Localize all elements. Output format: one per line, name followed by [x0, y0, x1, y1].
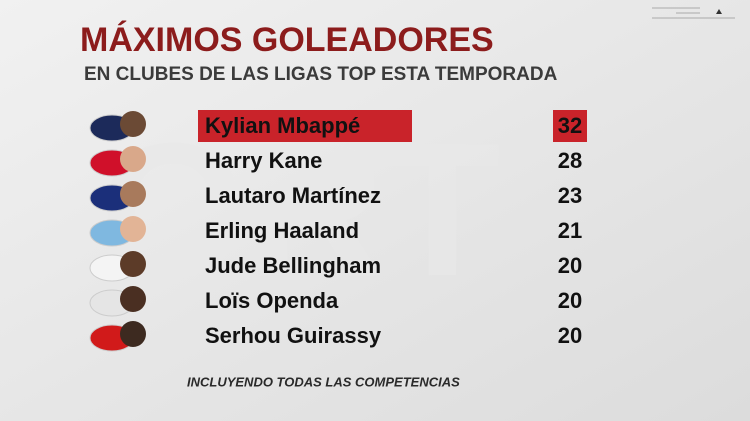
player-photo — [120, 216, 146, 242]
player-name: Lautaro Martínez — [205, 183, 381, 208]
player-name: Erling Haaland — [205, 218, 359, 243]
goals: 32 — [558, 113, 582, 138]
highlight-goals — [553, 110, 587, 142]
player-photo — [120, 111, 146, 137]
goals: 21 — [558, 218, 582, 243]
goals: 20 — [558, 323, 582, 348]
player-photo — [120, 181, 146, 207]
goals: 28 — [558, 148, 582, 173]
player-name: Kylian Mbappé — [205, 113, 360, 138]
player-name: Loïs Openda — [205, 288, 339, 313]
player-photo — [120, 286, 146, 312]
title: MÁXIMOS GOLEADORES — [80, 21, 494, 59]
highlight-name — [198, 110, 412, 142]
menu-icon — [652, 7, 735, 19]
player-name: Serhou Guirassy — [205, 323, 382, 348]
player-photo — [120, 321, 146, 347]
goals: 20 — [558, 253, 582, 278]
player-name: Harry Kane — [205, 148, 322, 173]
player-photo — [120, 146, 146, 172]
subtitle: EN CLUBES DE LAS LIGAS TOP ESTA TEMPORAD… — [84, 64, 558, 85]
footnote: INCLUYENDO TODAS LAS COMPETENCIAS — [187, 374, 460, 389]
player-photo — [120, 251, 146, 277]
rows: Kylian Mbappé 32 Harry Kane 28 Lautaro Martí… — [89, 110, 587, 352]
goals: 23 — [558, 183, 582, 208]
goals: 20 — [558, 288, 582, 313]
player-name: Jude Bellingham — [205, 253, 381, 278]
